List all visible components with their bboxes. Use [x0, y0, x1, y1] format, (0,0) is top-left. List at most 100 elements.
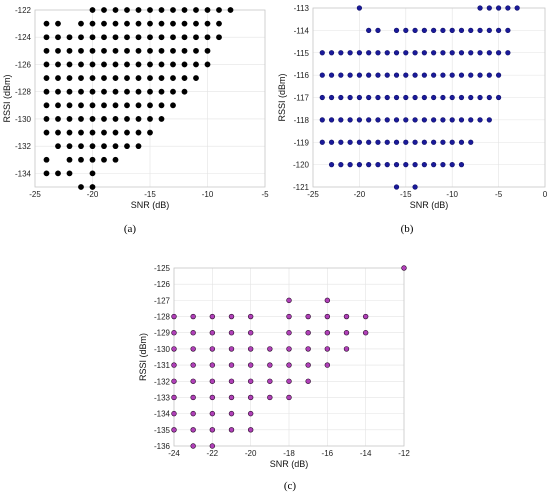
data-point: [147, 129, 153, 136]
data-point: [384, 72, 390, 78]
data-point: [135, 47, 142, 54]
data-point: [328, 72, 335, 78]
x-tick-label: -15: [400, 190, 412, 199]
data-point: [477, 50, 483, 56]
data-point: [458, 162, 465, 168]
data-point: [412, 72, 418, 78]
data-point: [247, 362, 254, 368]
data-point: [193, 7, 199, 13]
data-point: [305, 330, 311, 336]
data-point: [89, 129, 96, 136]
data-point: [190, 427, 196, 433]
data-point: [440, 162, 446, 168]
data-point: [78, 34, 84, 41]
data-point: [112, 7, 119, 13]
data-point: [375, 50, 381, 56]
data-point: [431, 72, 437, 78]
data-point: [193, 20, 199, 27]
data-point: [421, 27, 427, 33]
data-point: [204, 47, 211, 54]
data-point: [440, 27, 446, 33]
data-point: [468, 139, 474, 145]
data-point: [43, 47, 50, 54]
data-point: [112, 75, 119, 81]
data-point: [338, 50, 344, 56]
data-point: [89, 75, 96, 81]
data-point: [286, 330, 292, 336]
data-point: [431, 27, 437, 33]
data-point: [343, 313, 350, 320]
data-point: [171, 410, 177, 417]
x-axis-label: SNR (dB): [131, 200, 170, 210]
data-point: [247, 410, 254, 417]
data-point: [496, 72, 502, 78]
data-point: [412, 94, 418, 101]
data-point: [440, 50, 446, 56]
data-point: [319, 117, 325, 123]
data-point: [449, 50, 455, 56]
data-point: [78, 143, 84, 150]
data-point: [362, 330, 369, 336]
data-point: [477, 72, 483, 78]
x-tick-label: -15: [144, 190, 156, 199]
data-point: [505, 5, 511, 11]
data-point: [209, 330, 216, 336]
data-point: [468, 50, 474, 56]
data-point: [89, 7, 96, 13]
x-tick-label: -20: [354, 190, 366, 199]
data-point: [458, 72, 465, 78]
data-point: [421, 94, 427, 101]
data-point: [319, 139, 325, 145]
data-point: [135, 7, 142, 13]
data-point: [421, 117, 427, 123]
data-point: [393, 50, 400, 56]
data-point: [124, 102, 130, 109]
data-point: [55, 20, 61, 27]
data-point: [135, 88, 142, 95]
data-point: [328, 94, 335, 101]
data-point: [412, 27, 418, 33]
data-point: [421, 72, 427, 78]
data-point: [403, 162, 409, 168]
data-point: [366, 27, 372, 33]
y-tick-label: -121: [293, 183, 310, 192]
data-point: [190, 443, 196, 449]
data-point: [66, 102, 73, 109]
data-point: [356, 94, 363, 101]
data-point: [324, 330, 331, 336]
data-point: [112, 88, 119, 95]
data-point: [190, 362, 196, 368]
data-point: [375, 94, 381, 101]
data-point: [347, 94, 353, 101]
x-tick-label: -20: [245, 449, 257, 458]
data-point: [171, 394, 177, 401]
x-tick-label: -20: [87, 190, 99, 199]
data-point: [267, 362, 273, 368]
data-point: [449, 94, 455, 101]
data-point: [347, 72, 353, 78]
data-point: [458, 94, 465, 101]
data-point: [468, 72, 474, 78]
data-point: [403, 117, 409, 123]
data-point: [55, 34, 61, 41]
x-tick-label: -5: [261, 190, 269, 199]
data-point: [505, 50, 511, 56]
data-point: [101, 88, 107, 95]
data-point: [147, 47, 153, 54]
data-point: [181, 20, 188, 27]
y-axis-label: RSSI (dBm): [2, 74, 12, 122]
x-tick-label: -25: [307, 190, 319, 199]
data-point: [393, 162, 400, 168]
data-point: [55, 75, 61, 81]
data-point: [458, 27, 465, 33]
data-point: [101, 47, 107, 54]
data-point: [267, 394, 273, 401]
data-point: [209, 378, 216, 384]
data-point: [356, 162, 363, 168]
y-tick-label: -136: [154, 442, 171, 451]
data-point: [190, 378, 196, 384]
data-point: [366, 94, 372, 101]
data-point: [216, 34, 222, 41]
data-point: [216, 7, 222, 13]
data-point: [193, 34, 199, 41]
